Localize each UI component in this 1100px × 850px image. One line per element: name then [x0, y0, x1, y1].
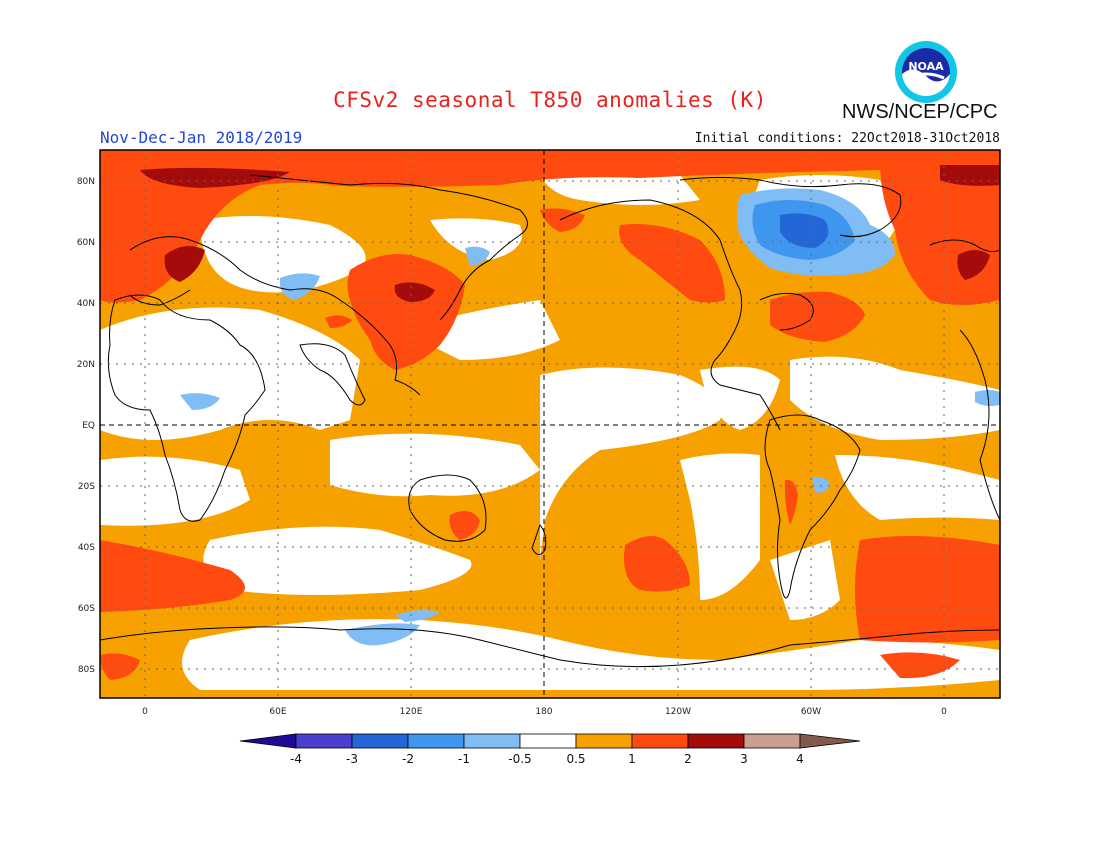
neutral-indian-ocean: [330, 433, 540, 497]
colorbar-label: -4: [290, 752, 302, 766]
cold-sahel: [180, 393, 220, 410]
hot-arctic-europe: [140, 167, 290, 188]
colorbar-arrow-high: [799, 733, 861, 749]
lon-label: 0: [142, 707, 148, 717]
cold-central-asia: [279, 273, 320, 300]
lon-label: 180: [535, 707, 552, 717]
colorbar-label: -3: [346, 752, 358, 766]
colorbar-swatch: [687, 733, 745, 749]
lon-label: 60E: [269, 707, 286, 717]
cold-west-africa: [975, 390, 1000, 406]
colorbar-labels: -4 -3 -2 -1 -0.5 0.5 1 2 3 4: [290, 752, 804, 766]
lat-label: 20S: [78, 482, 95, 492]
hot-northern-europe: [164, 246, 205, 282]
colorbar-label: 3: [740, 752, 748, 766]
warm-antarctic-east: [880, 652, 960, 679]
lon-label: 0: [941, 707, 947, 717]
colorbar-label: 2: [684, 752, 692, 766]
neutral-africa: [100, 307, 360, 440]
longitude-labels: 0 60E 120E 180 120W 60W 0: [142, 707, 947, 717]
initial-conditions-label: Initial conditions: 22Oct2018-31Oct2018: [694, 131, 1000, 146]
lon-label: 120W: [665, 707, 691, 717]
chart-title: CFSv2 seasonal T850 anomalies (K): [333, 88, 767, 112]
coastlines: [100, 174, 1000, 668]
agency-label: NWS/NCEP/CPC: [842, 101, 998, 123]
lat-label: 80S: [78, 665, 95, 675]
lon-label: 60W: [801, 707, 821, 717]
hot-arctic-east: [940, 165, 1000, 186]
colorbar-arrow-low: [239, 733, 297, 749]
colorbar-label: 0.5: [566, 752, 585, 766]
colorbar-label: -0.5: [508, 752, 531, 766]
equator-dateline: [100, 150, 1000, 698]
warm-south-atlantic-west: [100, 540, 245, 612]
warm-east-asia: [347, 254, 465, 370]
cold-south-america: [812, 476, 830, 493]
colorbar-label: -2: [402, 752, 414, 766]
colorbar-swatch: [519, 733, 577, 749]
neutral-south-atlantic: [100, 456, 250, 526]
hot-northern-europe-repeat: [957, 250, 990, 280]
neutral-central-asia: [200, 216, 366, 293]
warm-south-atlantic-east: [855, 536, 1000, 643]
graticule: [100, 150, 1000, 698]
warm-andes: [784, 479, 798, 525]
neutral-patagonia: [770, 540, 840, 620]
noaa-logo-icon: NOAA: [895, 41, 957, 103]
anomaly-fields: [100, 150, 1000, 698]
colorbar-swatch: [295, 733, 353, 749]
colorbar-swatch: [575, 733, 633, 749]
lat-label: 60N: [77, 238, 95, 248]
cold-antarctic-2: [395, 610, 440, 622]
lon-label: 120E: [400, 707, 423, 717]
colorbar-swatch: [463, 733, 521, 749]
neutral-southeast-pacific: [680, 453, 760, 600]
lat-label: EQ: [82, 421, 95, 431]
colorbar-label: 4: [796, 752, 804, 766]
colorbar-swatch: [743, 733, 801, 749]
lat-label: 80N: [77, 177, 95, 187]
colorbar: [239, 733, 861, 749]
colorbar-label: -1: [458, 752, 470, 766]
hot-mongolia: [394, 282, 435, 302]
map-frame: [99, 149, 1001, 699]
lat-label: 40S: [78, 543, 95, 553]
colorbar-label: 1: [628, 752, 636, 766]
logo-text: NOAA: [908, 60, 944, 73]
colorbar-swatch: [351, 733, 409, 749]
warm-south-pacific: [624, 536, 690, 592]
neutral-central-pacific: [540, 367, 722, 560]
lat-label: 40N: [77, 299, 95, 309]
warm-antarctic-west: [100, 653, 140, 680]
colorbar-swatch: [631, 733, 689, 749]
cold-kamchatka: [465, 246, 490, 266]
neutral-southern-indian: [203, 526, 472, 595]
warm-australia: [449, 511, 480, 540]
lat-label: 60S: [78, 604, 95, 614]
warm-northwest-atlantic: [770, 291, 865, 342]
warm-south-asia: [325, 315, 352, 328]
neutral-gulf: [700, 366, 780, 430]
neutral-tropical-atlantic: [790, 356, 1000, 440]
lat-label: 20N: [77, 360, 95, 370]
cold-canada-core: [780, 213, 829, 248]
neutral-east-siberia: [430, 218, 522, 260]
season-label: Nov-Dec-Jan 2018/2019: [100, 128, 303, 147]
latitude-labels: 80N 60N 40N 20N EQ 20S 40S 60S 80S: [77, 177, 95, 675]
neutral-south-atlantic-east: [835, 455, 1000, 520]
colorbar-swatch: [407, 733, 465, 749]
warm-western-canada: [619, 224, 725, 303]
